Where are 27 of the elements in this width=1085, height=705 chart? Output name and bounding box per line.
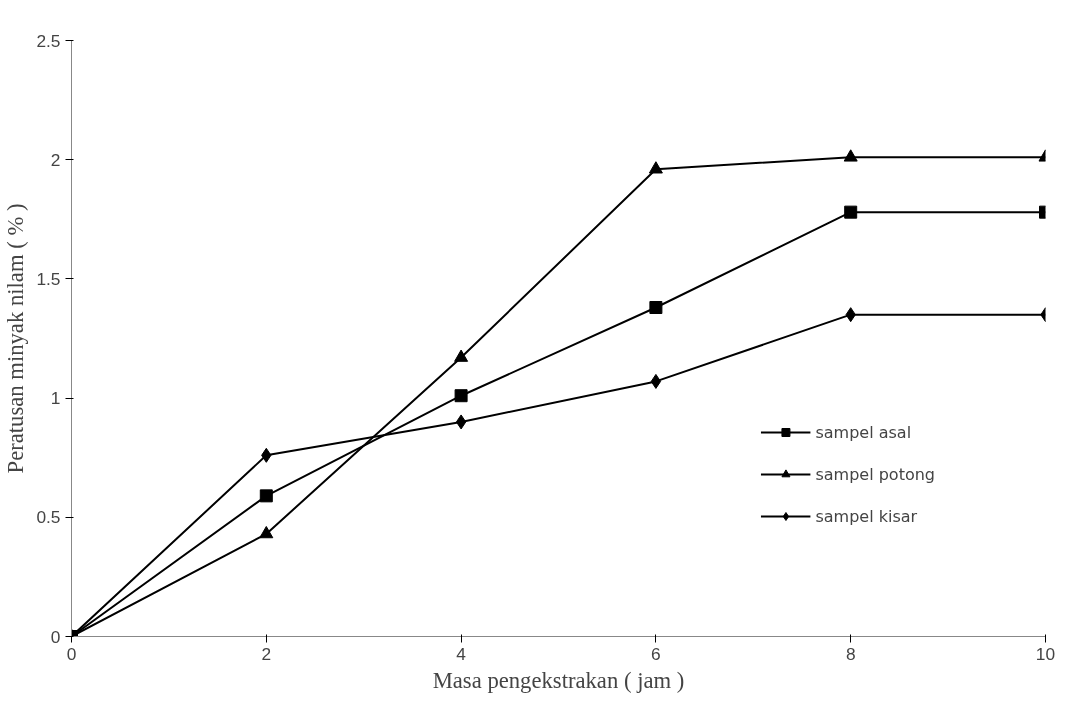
legend-label: sampel kisar [815, 506, 918, 526]
y-tick-label: 2 [50, 149, 61, 170]
point [454, 389, 468, 403]
x-tick-label: 8 [845, 643, 856, 664]
y-tick-label: 0 [50, 626, 61, 647]
x-tick-label: 2 [261, 643, 272, 664]
y-tick-label: 0.5 [36, 507, 61, 528]
x-tick-label: 10 [1035, 643, 1056, 664]
legend-label: sampel asal [815, 422, 912, 442]
point [649, 301, 663, 315]
legend-label: sampel potong [815, 464, 935, 484]
y-tick-label: 1 [50, 388, 61, 409]
point [648, 161, 663, 174]
y-tick-label: 1.5 [36, 268, 61, 289]
point [259, 489, 273, 503]
point [259, 525, 274, 539]
x-tick-label: 0 [66, 643, 77, 664]
point [650, 373, 662, 389]
y-axis-title: Peratusan minyak nilam ( % ) [3, 203, 29, 474]
point [844, 205, 858, 219]
y-tick-label: 2.5 [36, 30, 61, 51]
x-tick-label: 4 [456, 643, 467, 664]
point [454, 349, 469, 362]
x-tick-label: 6 [651, 643, 661, 664]
point [843, 149, 858, 162]
x-axis-title: Masa pengekstrakan ( jam ) [432, 667, 685, 693]
point [455, 414, 467, 430]
